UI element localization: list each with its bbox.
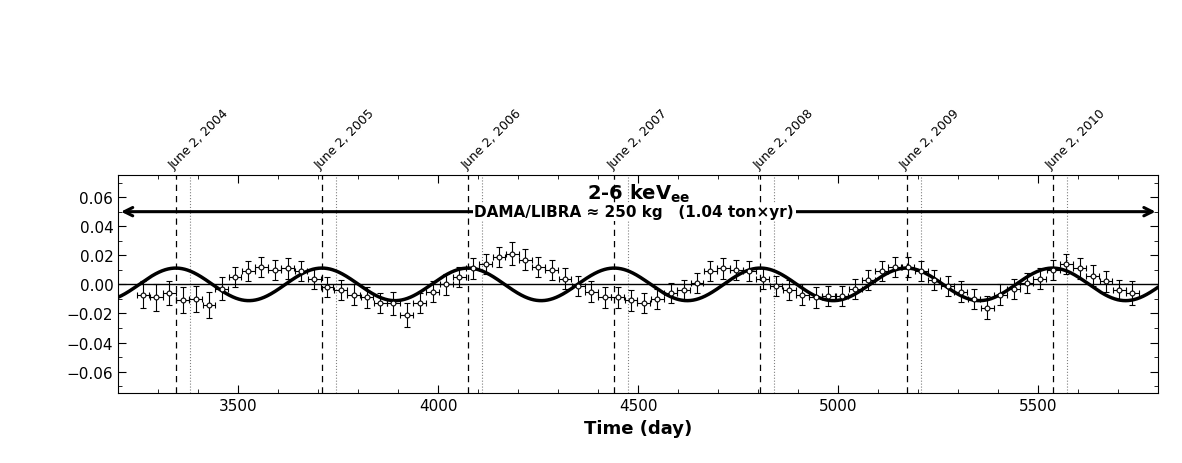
- Text: June 2, 2006: June 2, 2006: [459, 107, 524, 172]
- Text: June 2, 2005: June 2, 2005: [312, 107, 377, 172]
- Text: June 2, 2007: June 2, 2007: [605, 107, 670, 172]
- Text: June 2, 2010: June 2, 2010: [1044, 107, 1109, 172]
- X-axis label: Time (day): Time (day): [584, 419, 693, 437]
- Text: June 2, 2004: June 2, 2004: [167, 107, 232, 172]
- Text: 2-6 keV$_\mathregular{ee}$: 2-6 keV$_\mathregular{ee}$: [586, 182, 690, 205]
- Text: June 2, 2009: June 2, 2009: [897, 107, 962, 172]
- Text: DAMA/LIBRA ≈ 250 kg   (1.04 ton×yr): DAMA/LIBRA ≈ 250 kg (1.04 ton×yr): [474, 205, 794, 219]
- Text: June 2, 2008: June 2, 2008: [751, 107, 816, 172]
